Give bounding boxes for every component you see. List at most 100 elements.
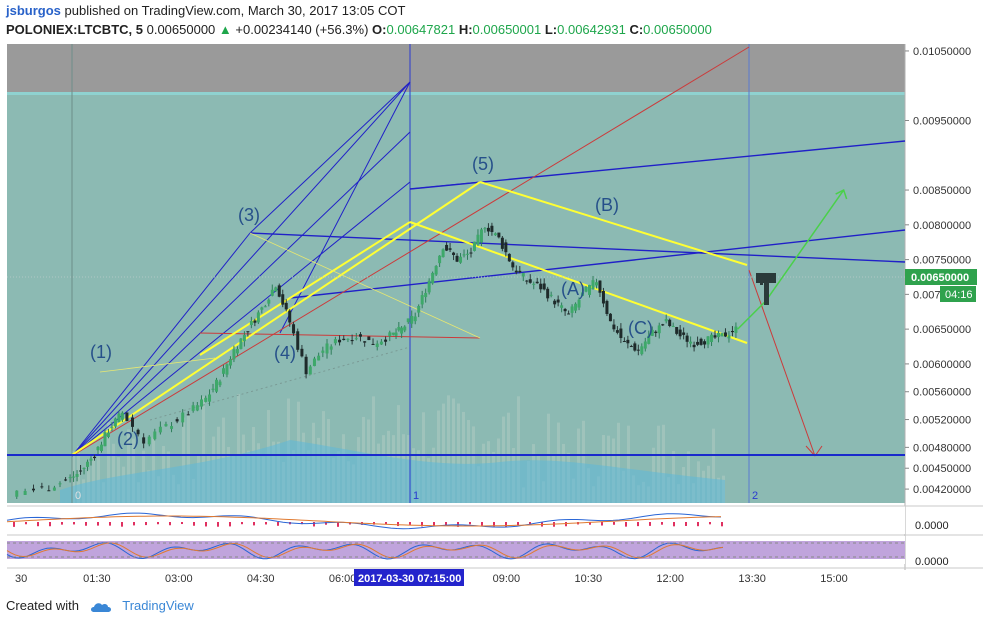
candle-body: [476, 234, 480, 245]
candle-body: [242, 334, 246, 342]
candle-body: [696, 341, 700, 345]
candle-body: [490, 225, 494, 233]
candle-body: [657, 325, 661, 334]
upper-range-band: [7, 44, 905, 94]
candle-body: [147, 436, 151, 445]
chart-background: [7, 44, 905, 503]
volume-bar: [152, 437, 155, 503]
macd-histogram-bar: [421, 522, 423, 527]
macd-lines: [6, 512, 723, 530]
macd-histogram-bar: [433, 522, 435, 527]
symbol-line: POLONIEX:LTCBTC, 5 0.00650000 ▲ +0.00234…: [6, 22, 712, 37]
candle-body: [689, 341, 693, 344]
candle-body: [342, 338, 346, 340]
close-value: 0.00650000: [643, 22, 712, 37]
wave-label-2: (2): [117, 429, 139, 449]
candle-body: [96, 446, 100, 451]
macd-histogram-bar: [589, 522, 591, 525]
wave-label-a: (A): [561, 279, 585, 299]
candle-body: [567, 313, 571, 315]
countdown-badge: [940, 286, 976, 302]
projection-arrowhead: [835, 188, 848, 200]
candle-body: [232, 349, 236, 360]
y-tick-label: 0.00750000: [913, 255, 971, 267]
candle-body: [308, 366, 312, 375]
macd-histogram-bar: [205, 522, 207, 527]
candle-body: [170, 426, 174, 429]
candle-body: [727, 335, 731, 339]
volume-bar: [442, 403, 445, 503]
macd-histogram-bar: [385, 522, 387, 525]
candle-body: [671, 325, 675, 327]
candle-body: [338, 339, 342, 343]
candle-body: [584, 286, 588, 292]
y-tick-label: 0.00560000: [913, 387, 971, 399]
candle-body: [296, 331, 300, 350]
candle-body: [615, 330, 619, 333]
candle-body: [40, 486, 44, 488]
candle-body: [181, 412, 185, 423]
macd-histogram-bar: [277, 522, 279, 526]
candle-body: [31, 488, 35, 491]
cycle-marker-1: 1: [413, 490, 419, 502]
candle-body: [358, 334, 362, 337]
candle-body: [64, 479, 68, 481]
author-name[interactable]: jsburgos: [6, 3, 61, 18]
candle-body: [221, 368, 225, 374]
chart-header: jsburgos published on TradingView.com, M…: [0, 0, 983, 44]
candle-body: [605, 300, 609, 314]
time-axis-ticks[interactable]: 30 01:30 03:00 04:30 06:00 09:00 10:30 12:00 13:…: [15, 573, 848, 585]
macd-histogram-bar: [685, 522, 687, 526]
tradingview-brand-link[interactable]: TradingView: [122, 598, 194, 613]
macd-histogram-bar: [565, 522, 567, 527]
candle-body: [528, 279, 532, 283]
candle-body: [452, 252, 456, 256]
candle-body: [424, 292, 428, 298]
candle-body: [281, 294, 285, 305]
macd-histogram-bar: [133, 522, 135, 526]
candle-body: [329, 346, 333, 350]
candle-body: [204, 397, 208, 402]
macd-histogram-bar: [601, 522, 603, 526]
macd-histogram-bar: [169, 522, 171, 526]
macd-histogram-bar: [613, 522, 615, 525]
candle-body: [363, 341, 367, 343]
candle-body: [130, 417, 134, 427]
candle-body: [507, 253, 511, 262]
candle-body: [556, 299, 560, 303]
candle-body: [253, 320, 257, 323]
candle-body: [225, 364, 229, 375]
low-label: L:: [544, 22, 558, 37]
created-with-text: Created with: [6, 598, 79, 613]
volume-bar: [437, 410, 440, 503]
candle-body: [521, 273, 525, 277]
open-label: O:: [372, 22, 387, 37]
candle-body: [136, 429, 140, 435]
candle-body: [640, 346, 644, 355]
candle-body: [186, 414, 190, 416]
last-price: 0.00650000: [146, 22, 216, 37]
candle-body: [608, 313, 612, 322]
candle-body: [410, 315, 414, 324]
candle-body: [636, 349, 640, 351]
candle-body: [211, 388, 215, 390]
candle-body: [86, 461, 90, 467]
thin-yellow-lines: [99, 232, 481, 373]
wave-label-3: (3): [238, 205, 260, 225]
candle-body: [441, 249, 445, 258]
candle-body: [397, 326, 401, 331]
wave-label-1: (1): [90, 342, 112, 362]
macd-histogram-bar: [61, 522, 63, 525]
macd-histogram-bar: [445, 522, 447, 526]
candle-body: [445, 244, 449, 251]
candle-body: [730, 330, 734, 333]
tradingview-cloud-icon: [90, 602, 111, 612]
x-tick-label: 01:30: [83, 573, 111, 585]
candle-body: [333, 339, 337, 344]
candle-body: [713, 335, 717, 338]
candle-body: [479, 229, 483, 243]
candle-body: [626, 339, 630, 344]
candle-body: [459, 256, 463, 263]
candle-body: [106, 432, 110, 437]
cycle-marker-0: 0: [75, 490, 81, 502]
